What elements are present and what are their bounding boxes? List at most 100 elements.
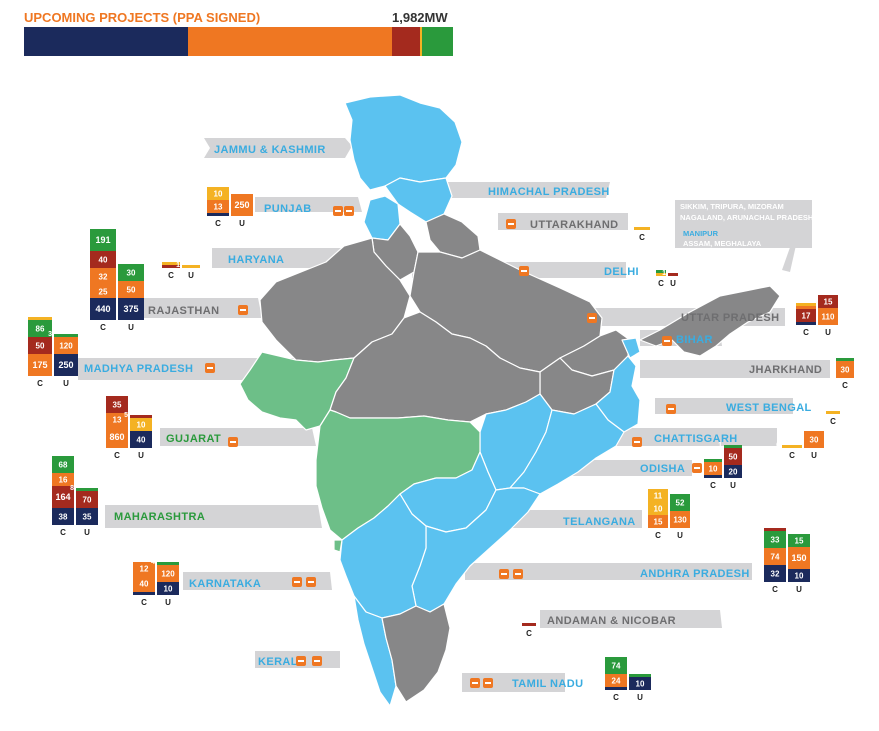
stack-gujarat-c-val-2: 35	[113, 401, 122, 410]
stack-andaman-nicobar: 5C	[516, 620, 536, 638]
state-label-madhya-pradesh: MADHYA PRADESH	[84, 363, 193, 375]
stack-haryana: 5 8 C1 U	[156, 259, 200, 280]
stack-gujarat-u-seg-1	[130, 418, 152, 431]
stack-karnataka-u-label: U	[165, 598, 171, 607]
stack-tamil-nadu-c-seg-0	[605, 687, 627, 690]
stack-rajasthan-u-seg-1	[118, 281, 144, 298]
stack-chattisgarh-u-val-0: 30	[810, 436, 819, 445]
state-label-uttarakhand: UTTARAKHAND	[530, 219, 619, 231]
stack-andhra-pradesh-u-val-0: 10	[795, 572, 804, 581]
stack-haryana-u-val-0: 1	[176, 262, 180, 269]
state-northeast	[639, 285, 781, 357]
stack-tamil-nadu-c-val-0: 5	[599, 684, 603, 691]
state-northeast-highlight	[621, 337, 641, 359]
stack-uttar-pradesh-c-val-1: 17	[802, 312, 811, 321]
stack-karnataka-c-seg-1	[133, 575, 155, 592]
stack-karnataka: 5 40 12 C 10 120 4 U	[127, 559, 179, 607]
stack-tamil-nadu-u-val-0: 10	[636, 680, 645, 689]
stack-maharashtra-u-val-2: 8	[70, 485, 74, 492]
stack-jharkhand-c-seg-1	[836, 358, 854, 361]
stack-tamil-nadu: 5 24 74 C 10 9 U	[599, 657, 657, 702]
stack-odisha-c-val-1: 10	[709, 465, 718, 474]
stack-karnataka-c-val-0: 5	[127, 589, 131, 596]
stack-madhya-pradesh-c-val-2: 86	[36, 325, 45, 334]
stack-odisha-u-val-1: 50	[729, 453, 738, 462]
stack-jharkhand: 30 2 C	[836, 355, 860, 390]
state-karnataka	[339, 493, 427, 619]
stack-delhi-c-label: C	[658, 279, 664, 288]
stack-rajasthan-u-val-0: 375	[123, 304, 138, 314]
stack-madhya-pradesh-u-seg-0	[54, 354, 78, 376]
stack-madhya-pradesh-u-val-1: 120	[59, 342, 73, 351]
state-label-tamil-nadu: TAMIL NADU	[512, 678, 583, 690]
stack-gujarat-u-seg-0	[130, 431, 152, 448]
stack-odisha-u-seg-0	[724, 465, 742, 478]
stack-haryana-u-seg-0	[182, 265, 200, 268]
stack-uttar-pradesh-c-seg-0	[796, 322, 816, 325]
icons	[205, 206, 702, 688]
state-goa	[333, 539, 343, 553]
stack-madhya-pradesh-u-label: U	[63, 379, 69, 388]
stack-rajasthan-c-val-0: 440	[95, 304, 110, 314]
stack-delhi-u-val-0: 1	[662, 270, 666, 277]
stack-delhi-u-label: U	[670, 279, 676, 288]
summary-segment-navy	[24, 27, 188, 56]
stack-punjab-c-val-2: 10	[214, 190, 223, 199]
stack-delhi-c-seg-1	[656, 270, 666, 273]
state-label-manipur: MANIPUR	[683, 229, 719, 238]
stack-andhra-pradesh-c-seg-0	[764, 565, 786, 582]
summary-segment-green	[422, 27, 453, 56]
stack-chattisgarh-c-seg-0	[782, 445, 802, 448]
state-label-rajasthan: RAJASTHAN	[148, 305, 219, 317]
policy-icon-mark	[346, 210, 352, 212]
stack-punjab: 7 13 10 C 250 U	[201, 187, 253, 228]
stack-karnataka-u-val-1: 120	[161, 570, 175, 579]
stack-gujarat-c-seg-1	[106, 413, 128, 426]
state-label-kerala: KERALA	[258, 656, 306, 668]
stack-andhra-pradesh-c-val-2: 33	[771, 536, 780, 545]
state-label-west-bengal: WEST BENGAL	[726, 402, 812, 414]
stack-punjab-c-seg-0	[207, 213, 229, 216]
stack-madhya-pradesh-c-val-1: 50	[36, 342, 45, 351]
stack-jharkhand-c-val-0: 30	[841, 366, 850, 375]
stack-madhya-pradesh-u-seg-1	[54, 337, 78, 354]
policy-icon-mark	[335, 210, 341, 212]
stack-punjab-u-seg-0	[231, 194, 253, 216]
stack-telangana-u-label: U	[677, 531, 683, 540]
stack-odisha-u-seg-2	[724, 445, 742, 448]
total-capacity: 1,982MW	[392, 10, 448, 25]
stack-haryana-u-label: U	[188, 271, 194, 280]
stack-andhra-pradesh-u-val-1: 150	[791, 553, 806, 563]
stack-punjab-u-val-0: 250	[234, 200, 249, 210]
stack-uttar-pradesh-c-val-0: 5	[790, 319, 794, 326]
stack-delhi-c-val-1: 2	[668, 267, 672, 274]
policy-icon-mark	[501, 573, 507, 575]
stack-chattisgarh-c-val-0: 6	[776, 442, 780, 449]
stack-odisha-c-label: C	[710, 481, 716, 490]
stack-gujarat-u-val-2: 5	[124, 412, 128, 419]
stack-rajasthan-c-val-4: 191	[95, 235, 110, 245]
stack-telangana-u-val-1: 52	[676, 499, 685, 508]
stack-telangana-c-seg-2	[648, 489, 668, 502]
stack-maharashtra-u-seg-1	[76, 491, 98, 508]
stack-delhi: 2 2C 1U	[650, 267, 678, 288]
stack-jharkhand-c-seg-0	[836, 361, 854, 378]
stack-karnataka-c-val-2: 12	[140, 565, 149, 574]
chart-title: UPCOMING PROJECTS (PPA SIGNED)	[24, 10, 260, 25]
stack-tamil-nadu-u-seg-1	[629, 674, 651, 677]
stack-rajasthan-u-seg-0	[118, 298, 144, 320]
state-label-odisha: ODISHA	[640, 463, 685, 475]
stack-andhra-pradesh-u-val-2: 15	[795, 537, 804, 546]
state-odisha	[509, 403, 625, 495]
stack-delhi-c-seg-0	[656, 273, 666, 276]
stack-haryana-c-seg-1	[162, 262, 180, 265]
stack-uttar-pradesh-u-seg-1	[818, 295, 838, 308]
policy-icon-mark	[634, 441, 640, 443]
stack-telangana-c-seg-1	[648, 502, 668, 515]
stack-karnataka-c-val-1: 40	[140, 580, 149, 589]
stack-andaman-nicobar-c-val-0: 5	[516, 620, 520, 627]
state-label-telangana: TELANGANA	[563, 516, 636, 528]
stack-andhra-pradesh-c-seg-2	[764, 531, 786, 548]
stack-rajasthan-u-val-1: 50	[127, 286, 136, 295]
